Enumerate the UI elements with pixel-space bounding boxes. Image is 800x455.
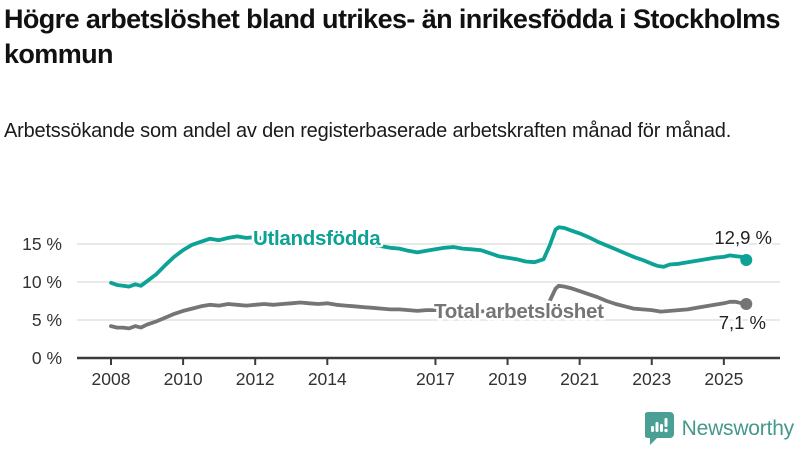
series-line-utlandsf-dda [109,225,747,289]
x-axis-tick-label: 2012 [236,369,275,389]
x-axis-tick-label: 2014 [308,369,347,389]
x-axis-tick-label: 2025 [704,369,743,389]
series-label: Total arbetslöshet [434,300,604,323]
y-axis-tick-label: 5 % [32,310,62,330]
x-axis-tick-label: 2019 [488,369,527,389]
series-end-value-label: 7,1 % [719,312,766,333]
x-axis-tick-label: 2010 [164,369,203,389]
page-title: Högre arbetslöshet bland utrikes- än inr… [4,4,781,69]
x-axis-tick-label: 2017 [416,369,455,389]
y-axis-tick-label: 15 % [22,234,62,254]
y-axis-tick-label: 10 % [22,272,62,292]
y-axis-tick-label: 0 % [32,348,62,368]
x-axis-tick-label: 2021 [560,369,599,389]
x-axis-tick-label: 2008 [92,369,131,389]
x-axis-tick-label: 2023 [632,369,671,389]
brand-name: Newsworthy [681,416,795,440]
newsworthy-attribution[interactable]: Newsworthy [644,411,795,446]
series-end-dot [740,298,753,311]
series-end-dot [740,253,753,266]
mini-bar-chart-glyph [650,418,668,433]
series-label: Utlandsfödda [253,227,381,250]
header: Högre arbetslöshet bland utrikes- än inr… [4,2,798,71]
series-line-total-arbetsl-shet [109,283,747,331]
chart-subtitle: Arbetssökande som andel av den registerb… [4,120,732,142]
series-end-value-label: 12,9 % [714,227,772,248]
newsworthy-logo-icon [644,412,674,445]
